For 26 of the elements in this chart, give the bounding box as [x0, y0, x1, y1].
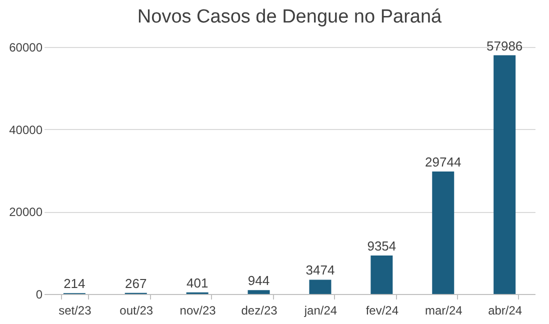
data-label: 57986	[486, 38, 523, 54]
y-tick-label: 60000	[9, 40, 43, 54]
data-label: 29744	[425, 154, 462, 170]
x-tick-label: set/23	[58, 304, 92, 318]
bar	[432, 172, 454, 294]
y-tick-label: 20000	[9, 205, 43, 220]
x-tick-label: abr/24	[488, 304, 522, 318]
x-tick-label: dez/23	[241, 304, 278, 318]
x-tick-label: mar/24	[424, 304, 463, 318]
bar	[494, 55, 516, 294]
y-tick-label: 0	[36, 288, 43, 302]
data-label: 267	[125, 276, 147, 291]
bar	[370, 255, 393, 294]
bar	[309, 280, 332, 294]
chart-title: Novos Casos de Dengue no Paraná	[137, 6, 442, 28]
data-label: 9354	[367, 238, 396, 254]
x-tick-label: out/23	[120, 304, 154, 318]
x-tick-label: fev/24	[366, 304, 399, 318]
data-label: 214	[64, 276, 86, 292]
bar	[248, 290, 270, 294]
data-label: 401	[186, 275, 208, 290]
x-tick-label: nov/23	[180, 304, 216, 318]
data-label: 3474	[306, 262, 335, 278]
data-label: 944	[248, 273, 270, 288]
y-tick-label: 40000	[9, 122, 43, 137]
x-tick-label: jan/24	[303, 304, 338, 318]
